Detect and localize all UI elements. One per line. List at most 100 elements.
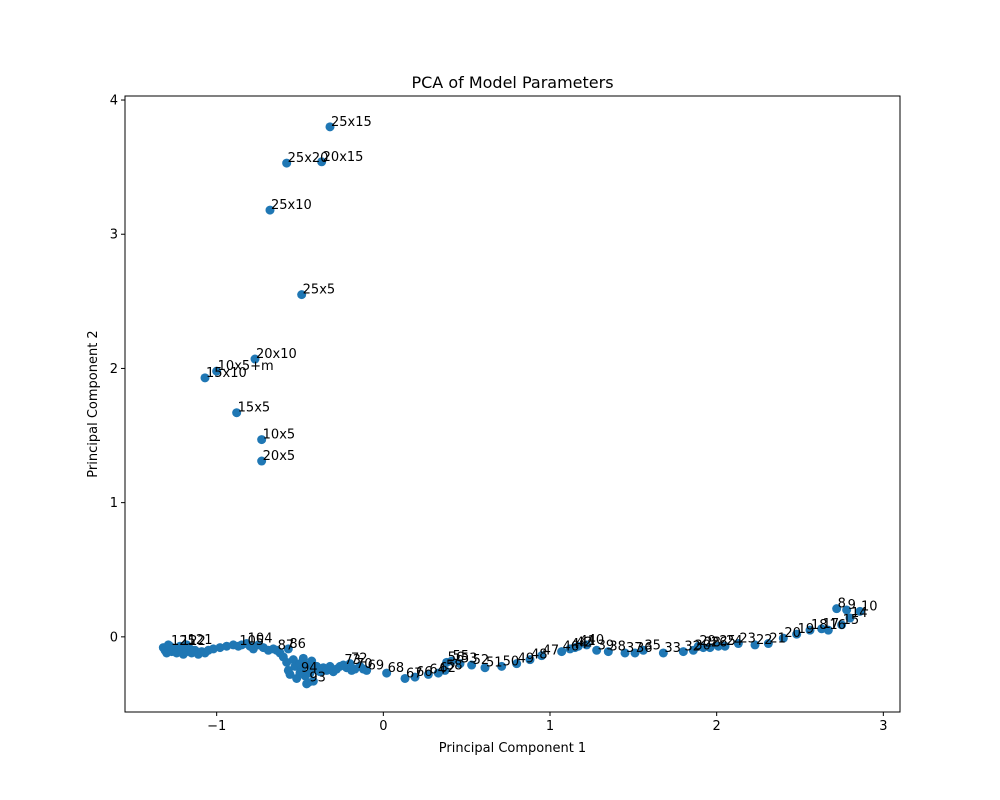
point-label: 49 (518, 652, 535, 667)
point-label: 9 (848, 598, 856, 613)
point-label: 87 (278, 638, 295, 653)
data-point (480, 663, 490, 673)
point-label: 25x20 (288, 151, 329, 166)
data-point (200, 373, 210, 383)
data-point (433, 668, 443, 678)
x-tick-label: 0 (379, 719, 387, 734)
data-point (175, 641, 185, 651)
point-label: 50 (503, 654, 520, 669)
point-label: 25x5 (303, 283, 336, 298)
point-label: 14 (851, 606, 868, 621)
data-point (733, 639, 743, 649)
data-point (208, 644, 218, 654)
point-label: 72 (351, 652, 368, 667)
data-point (832, 604, 842, 614)
point-label: 125 (171, 634, 196, 649)
y-tick-label: 2 (110, 362, 118, 377)
data-point (298, 653, 308, 663)
data-point (592, 645, 602, 655)
point-label: 35 (644, 638, 661, 653)
point-label: 26 (711, 636, 728, 651)
point-label: 10x5 (263, 428, 296, 443)
point-label: 41 (579, 634, 596, 649)
data-point (265, 205, 275, 215)
point-label: 20 (784, 626, 801, 641)
point-label: 66 (416, 665, 433, 680)
data-point (165, 641, 175, 651)
data-point (512, 659, 522, 669)
point-label: 25x10 (271, 198, 312, 213)
data-point (303, 677, 313, 687)
point-label: 44 (571, 637, 588, 652)
data-point (362, 665, 372, 675)
data-point (233, 641, 243, 651)
point-label: 51 (486, 656, 503, 671)
point-label: 55 (453, 649, 470, 664)
data-point (215, 643, 225, 653)
point-label: 47 (543, 644, 560, 659)
data-point (805, 625, 815, 635)
point-label: 21 (769, 632, 786, 647)
data-point (182, 640, 192, 650)
point-label: 62 (439, 661, 456, 676)
data-point (688, 645, 698, 655)
x-axis: −1 0 1 2 3 (207, 712, 887, 734)
data-point (222, 641, 232, 651)
point-label: 38 (609, 640, 626, 655)
plot-frame (124, 95, 901, 713)
point-label: 16 (829, 618, 846, 633)
point-label: 10x5+m (218, 359, 274, 374)
point-label: 24 (726, 634, 743, 649)
point-label: 104 (248, 632, 273, 647)
data-point (582, 640, 592, 650)
point-label: 8 (838, 597, 846, 612)
data-point (272, 645, 282, 655)
data-point (778, 633, 788, 643)
point-label: 15 (843, 613, 860, 628)
data-point (565, 644, 575, 654)
data-point (638, 645, 648, 655)
y-tick-label: 0 (110, 630, 118, 645)
point-label: 69 (368, 658, 385, 673)
data-point (317, 157, 327, 167)
point-label: 70 (356, 657, 373, 672)
point-label: 105 (239, 634, 264, 649)
point-label: 93 (309, 670, 326, 685)
data-point (837, 620, 847, 630)
data-point (845, 613, 855, 623)
point-label: 32 (684, 640, 701, 655)
point-label: 33 (664, 641, 681, 656)
point-label: 25x15 (331, 115, 372, 130)
point-label: 86 (289, 637, 306, 652)
x-tick-label: 1 (546, 719, 554, 734)
data-point (537, 651, 547, 661)
data-point (763, 639, 773, 649)
data-point (603, 647, 613, 657)
data-point (212, 366, 222, 376)
data-point (658, 648, 668, 658)
data-point (283, 644, 293, 654)
point-label: 22 (756, 633, 773, 648)
data-point (713, 641, 723, 651)
point-label: 56 (448, 650, 465, 665)
point-label: 67 (406, 666, 423, 681)
x-tick-label: −1 (207, 719, 226, 734)
point-label: 68 (388, 661, 405, 676)
point-label: 73 (344, 653, 361, 668)
data-point (467, 660, 477, 670)
data-point (678, 647, 688, 657)
point-label: 20x15 (323, 150, 364, 165)
y-tick-label: 3 (110, 228, 118, 243)
data-point (297, 290, 307, 300)
x-tick-label: 2 (713, 719, 721, 734)
x-axis-label: Principal Component 1 (439, 741, 586, 756)
point-label: 20x10 (256, 347, 297, 362)
data-point (423, 669, 433, 679)
point-label: 20x5 (263, 449, 296, 464)
data-point (232, 408, 242, 418)
point-label: 122 (181, 634, 206, 649)
data-point (250, 354, 260, 364)
data-point (295, 668, 305, 678)
data-point (497, 661, 507, 671)
